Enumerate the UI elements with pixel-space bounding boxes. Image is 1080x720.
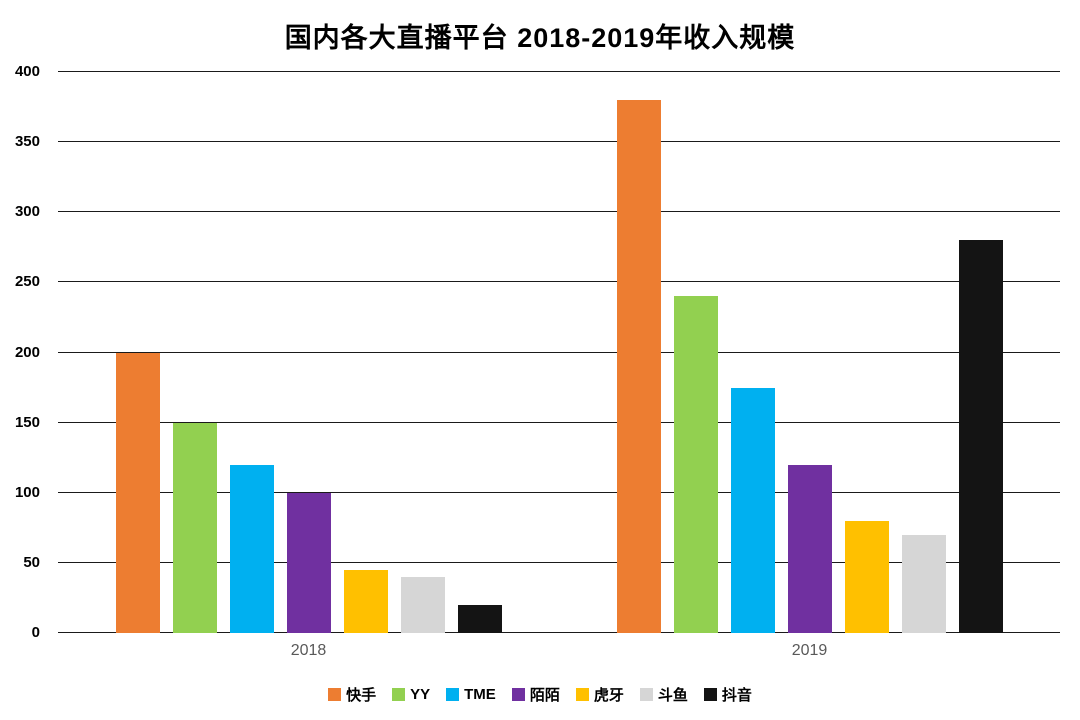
bar-TME-2019 [730,387,775,633]
legend-label-快手: 快手 [346,687,377,704]
x-tick-label-2018: 2018 [290,642,327,659]
gridline-250 [58,281,1060,283]
y-tick-label-300: 300 [14,203,40,221]
legend-label-抖音: 抖音 [721,687,752,704]
gridline-200 [58,351,1060,353]
bars-layer [58,72,1060,633]
gridline-50 [58,561,1060,563]
bar-陌陌-2018 [286,492,331,633]
gridline-150 [58,421,1060,423]
bar-抖音-2018 [457,604,502,633]
gridline-350 [58,141,1060,143]
y-tick-label-200: 200 [14,343,40,361]
legend-swatch-YY [392,688,406,701]
legend-label-斗鱼: 斗鱼 [657,687,688,704]
chart-title: 国内各大直播平台 2018-2019年收入规模 [284,23,796,53]
bar-虎牙-2019 [844,520,889,633]
bar-斗鱼-2018 [400,576,445,633]
y-tick-label-250: 250 [14,273,40,291]
y-tick-label-400: 400 [14,63,40,80]
legend-item-TME: TME [446,686,496,703]
legend-item-陌陌: 陌陌 [511,684,560,705]
y-tick-label-50: 50 [23,553,40,571]
x-tick-label-2019: 2019 [791,642,828,659]
legend-label-虎牙: 虎牙 [593,687,624,704]
legend-swatch-斗鱼 [639,688,653,701]
bar-斗鱼-2019 [901,534,946,633]
legend-swatch-TME [446,688,460,701]
gridline-300 [58,211,1060,213]
y-tick-label-100: 100 [14,483,40,501]
legend-item-YY: YY [392,686,430,703]
legend-swatch-快手 [328,688,342,701]
x-axis: 2018 2019 [58,642,1060,660]
y-tick-label-0: 0 [31,624,40,641]
bar-虎牙-2018 [343,569,388,633]
bar-YY-2019 [673,296,718,633]
bar-YY-2018 [172,422,217,633]
legend-swatch-陌陌 [511,688,525,701]
y-tick-label-150: 150 [14,413,40,431]
bar-快手-2018 [115,352,160,633]
legend-item-虎牙: 虎牙 [575,684,624,705]
legend: 快手 YY TME 陌陌 虎牙 斗鱼 抖音 [0,684,1080,705]
legend-label-陌陌: 陌陌 [529,687,560,704]
y-axis: 0 50 100 150 200 250 300 350 400 [0,64,44,641]
legend-swatch-虎牙 [575,688,589,701]
bar-TME-2018 [229,464,274,633]
bar-group-2018 [58,72,559,633]
gridline-400 [58,71,1060,72]
gridline-0 [58,632,1060,633]
bar-陌陌-2019 [787,464,832,633]
bar-快手-2019 [616,100,661,633]
legend-item-抖音: 抖音 [703,684,752,705]
legend-swatch-抖音 [703,688,717,701]
bar-group-2019 [559,72,1060,633]
plot-area [58,71,1060,633]
legend-item-斗鱼: 斗鱼 [639,684,688,705]
legend-label-YY: YY [410,686,431,703]
y-tick-label-350: 350 [14,133,40,151]
legend-label-TME: TME [464,686,496,703]
gridline-100 [58,491,1060,493]
legend-item-快手: 快手 [328,684,376,705]
bar-抖音-2019 [958,240,1003,633]
